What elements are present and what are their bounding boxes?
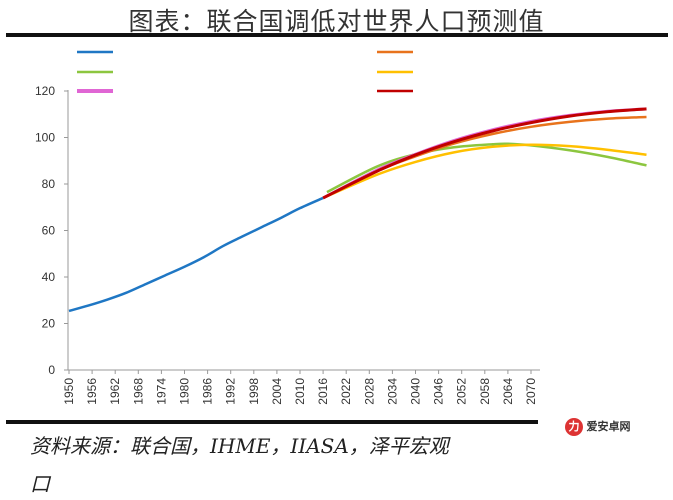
y-tick-label: 100 xyxy=(35,131,55,145)
x-tick-label: 2034 xyxy=(385,378,399,405)
x-tick-label: 1980 xyxy=(178,378,192,405)
y-tick-label: 0 xyxy=(48,363,55,377)
series-line-1 xyxy=(322,115,647,200)
source-note: 资料来源：联合国，IHME，IIASA，泽平宏观 xyxy=(30,434,449,458)
footer-divider xyxy=(6,420,538,424)
page-title: 图表：联合国调低对世界人口预测值 xyxy=(128,7,545,36)
x-tick-label: 1956 xyxy=(85,378,99,405)
y-tick-label: 40 xyxy=(42,270,56,284)
x-tick-label: 1968 xyxy=(131,378,145,405)
y-tick-label: 20 xyxy=(42,317,56,331)
series-line-5 xyxy=(322,107,647,200)
x-tick-label: 2052 xyxy=(455,378,469,405)
x-tick-label: 1950 xyxy=(62,378,76,405)
x-tick-label: 2040 xyxy=(409,378,423,405)
title-divider xyxy=(6,33,668,37)
x-tick-label: 1998 xyxy=(247,378,261,405)
series-line-3 xyxy=(322,143,647,200)
x-tick-label: 2070 xyxy=(524,378,538,405)
x-tick-label: 2016 xyxy=(316,378,330,405)
series-line-2 xyxy=(326,142,647,194)
y-tick-label: 60 xyxy=(42,224,56,238)
x-tick-label: 2046 xyxy=(432,378,446,405)
x-tick-label: 1992 xyxy=(224,378,238,405)
x-tick-label: 2010 xyxy=(293,378,307,405)
x-tick-label: 2022 xyxy=(339,378,353,405)
y-tick-label: 120 xyxy=(35,84,55,98)
x-tick-label: 2004 xyxy=(270,378,284,405)
x-tick-label: 1974 xyxy=(154,378,168,405)
x-tick-label: 1962 xyxy=(108,378,122,405)
x-tick-label: 2058 xyxy=(478,378,492,405)
y-tick-label: 80 xyxy=(42,177,56,191)
x-tick-label: 2064 xyxy=(501,378,515,405)
series-line-4 xyxy=(322,107,647,200)
source-note-continued: 口 xyxy=(30,472,50,496)
x-tick-label: 1986 xyxy=(201,378,215,405)
x-tick-label: 2028 xyxy=(362,378,376,405)
series-line-0 xyxy=(68,196,324,313)
watermark-logo: 力 爱安卓网 xyxy=(565,418,631,436)
